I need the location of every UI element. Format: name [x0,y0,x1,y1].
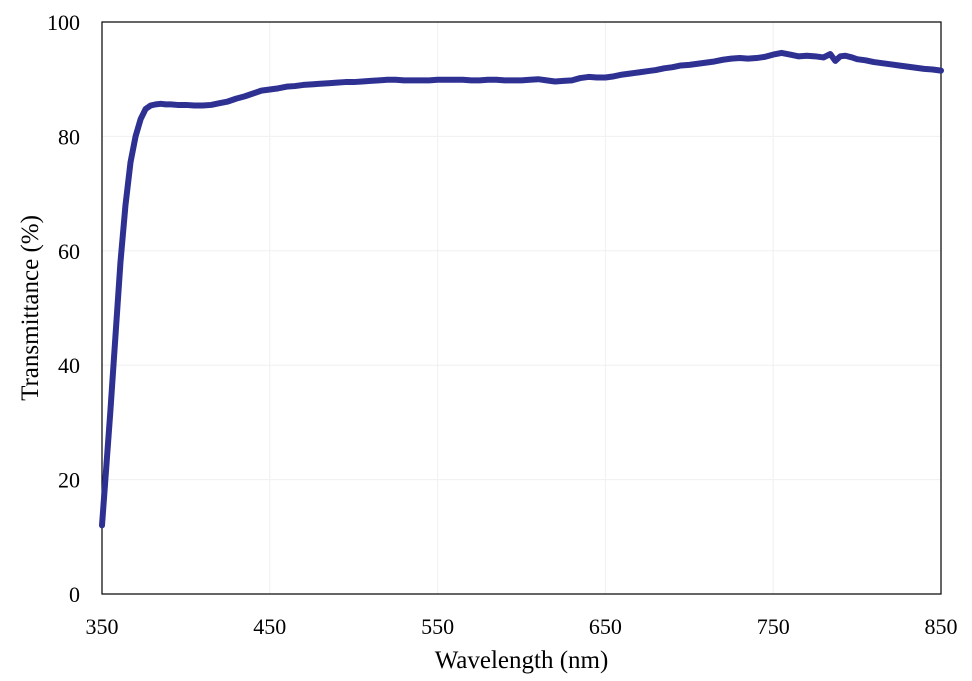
x-tick-label: 650 [589,614,622,639]
x-axis-ticks: 350 450 550 650 750 850 [86,614,958,639]
gridlines [102,22,941,594]
x-tick-label: 350 [86,614,119,639]
transmittance-series-line [99,49,944,529]
y-tick-label: 80 [58,124,80,149]
x-tick-label: 550 [421,614,454,639]
y-tick-label: 40 [58,353,80,378]
plot-area-frame [101,21,942,595]
y-tick-label: 0 [69,582,80,607]
y-axis-title: Transmittance (%) [17,215,44,401]
y-tick-label: 20 [58,468,80,493]
y-tick-label: 100 [47,10,80,35]
x-tick-label: 850 [925,614,958,639]
x-axis-title: Wavelength (nm) [435,647,609,674]
x-tick-label: 450 [253,614,286,639]
y-axis-ticks: 0 20 40 60 80 100 [47,10,80,607]
y-tick-label: 60 [58,239,80,264]
x-tick-label: 750 [757,614,790,639]
